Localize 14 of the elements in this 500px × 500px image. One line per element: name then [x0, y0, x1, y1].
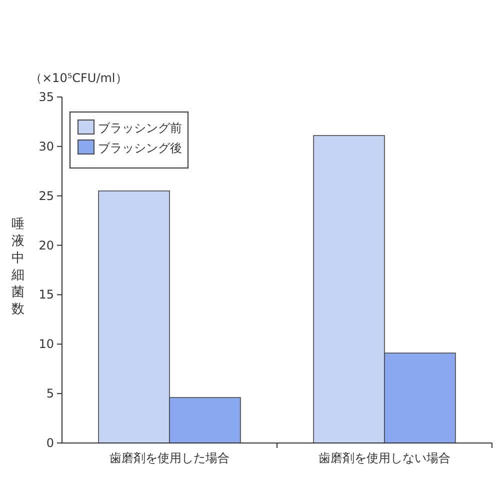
- y-tick-label: 30: [38, 139, 54, 154]
- y-tick-label: 10: [38, 337, 54, 352]
- x-tick-label: 歯磨剤を使用した場合: [110, 451, 230, 465]
- text: （×10⁵CFU/ml）: [30, 71, 128, 85]
- y-tick-label: 35: [38, 90, 54, 104]
- y-tick-label: 15: [38, 288, 54, 302]
- x-tick-label: 歯磨剤を使用しない場合: [318, 451, 450, 465]
- y-tick-label: 25: [38, 188, 54, 203]
- legend-label: ブラッシング前: [98, 121, 182, 135]
- y-tick-label: 5: [46, 386, 54, 401]
- y-tick-label: 0: [46, 436, 54, 450]
- y-axis-title: 唾液中細菌数: [10, 217, 24, 317]
- y-tick-label: 20: [38, 238, 54, 252]
- legend-label: ブラッシング後: [98, 141, 182, 155]
